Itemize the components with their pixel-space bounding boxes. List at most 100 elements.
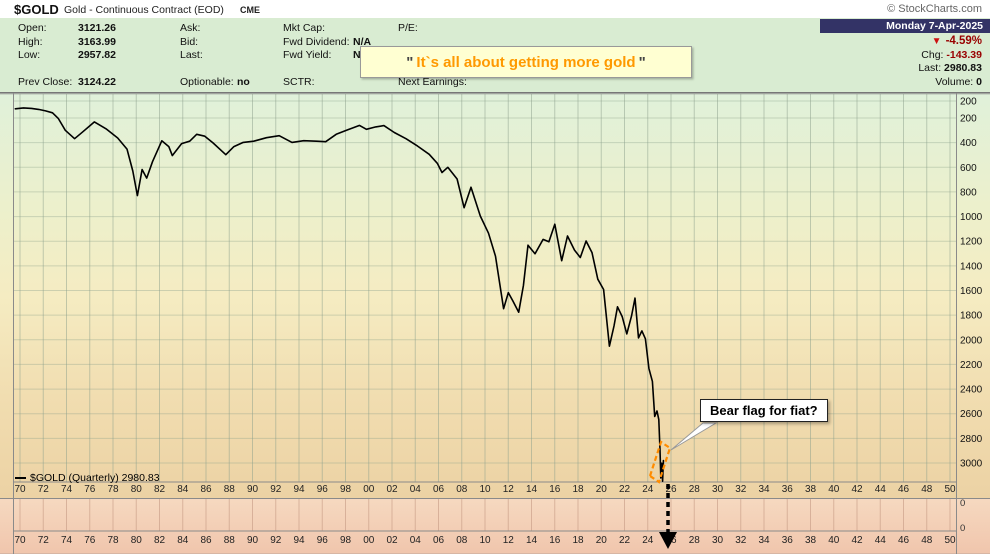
x-axis-tick-label-bottom: 50 [944,535,956,546]
x-axis-tick-label-bottom: 42 [851,535,863,546]
x-axis-tick-label: 04 [410,484,422,495]
x-axis-tick-label-bottom: 16 [549,535,561,546]
x-axis-tick-label-bottom: 98 [340,535,352,546]
y-axis-tick-label: 1600 [960,286,983,297]
lower-panel-bg [0,498,990,554]
change-percent-value: -4.59% [945,35,982,47]
last-field-label: Last: [180,49,203,61]
x-axis-tick-label-bottom: 08 [456,535,468,546]
x-axis-tick-label-bottom: 94 [293,535,305,546]
date-strip: Monday 7-Apr-2025 [820,19,990,33]
volume-value: 0 [976,76,982,88]
x-axis-tick-label-bottom: 90 [247,535,259,546]
x-axis-tick-label-bottom: 18 [572,535,584,546]
x-axis-tick-label: 80 [131,484,143,495]
change-row: Chg: -143.39 [921,49,982,61]
volume-row: Volume: 0 [935,76,982,88]
x-axis-tick-label-bottom: 88 [224,535,236,546]
y-axis-tick-label: 800 [960,187,977,198]
y-axis-tick-label: 2000 [960,335,983,346]
low-value: 2957.82 [78,49,116,61]
x-axis-tick-label-bottom: 96 [317,535,329,546]
x-axis-tick-label: 74 [61,484,73,495]
exchange-label: CME [240,5,260,15]
y-axis-tick-label: 1800 [960,311,983,322]
x-axis-tick-label-bottom: 22 [619,535,631,546]
x-axis-tick-label: 34 [758,484,770,495]
prev-close-value: 3124.22 [78,76,116,88]
x-axis-tick-label-bottom: 92 [270,535,282,546]
chg-value: -143.39 [946,49,982,61]
x-axis-tick-label-bottom: 72 [38,535,50,546]
ask-label: Ask: [180,22,201,34]
x-axis-tick-label: 88 [224,484,236,495]
x-axis-tick-label-bottom: 24 [642,535,654,546]
close-quote-mark: " [638,53,646,71]
chart-area: 200 200 400 600 800 1000 1200 1400 1600 1800 2000 2… [0,92,990,554]
x-axis-tick-label-bottom: 74 [61,535,73,546]
x-axis-tick-label: 92 [270,484,282,495]
optionable-value: no [237,76,250,88]
x-axis-tick-label: 30 [712,484,724,495]
y-axis-tick-label: 1400 [960,261,983,272]
down-arrow-head [659,532,677,549]
x-axis-tick-label-bottom: 00 [363,535,375,546]
price-chart: 2002004006008001000120014001600180020002… [0,93,990,554]
x-axis-tick-label: 84 [177,484,189,495]
chart-title: Gold - Continuous Contract (EOD) [64,4,224,16]
x-axis-tick-label-bottom: 76 [84,535,96,546]
y-axis-tick-label: 1000 [960,212,983,223]
optionable-label: Optionable: [180,76,234,88]
y-axis-tick-label: 1200 [960,237,983,248]
x-axis-tick-label-bottom: 12 [503,535,515,546]
y-axis-tick-label: 400 [960,138,977,149]
x-axis-tick-label-bottom: 38 [805,535,817,546]
high-value: 3163.99 [78,36,116,48]
x-axis-tick-label-bottom: 28 [689,535,701,546]
title-bar: $GOLD Gold - Continuous Contract (EOD) C… [0,0,990,18]
x-axis-tick-label: 40 [828,484,840,495]
x-axis-tick-label-bottom: 10 [479,535,491,546]
bid-label: Bid: [180,36,199,48]
down-triangle-icon: ▼ [931,36,942,47]
y-axis-tick-label: 3000 [960,458,983,469]
last-label: Last: [918,62,942,74]
x-axis-tick-label: 22 [619,484,631,495]
x-axis-tick-label: 72 [38,484,50,495]
x-axis-tick-label-bottom: 46 [898,535,910,546]
x-axis-tick-label: 20 [596,484,608,495]
x-axis-tick-label: 38 [805,484,817,495]
sctr-label: SCTR: [283,76,315,88]
x-axis-tick-label: 98 [340,484,352,495]
x-axis-tick-label: 70 [14,484,26,495]
x-axis-tick-label-bottom: 14 [526,535,538,546]
x-axis-tick-label: 90 [247,484,259,495]
x-axis-tick-label: 24 [642,484,654,495]
x-axis-tick-label-bottom: 32 [735,535,747,546]
high-label: High: [18,36,43,48]
last-row: Last: 2980.83 [918,62,982,74]
bear-flag-callout: Bear flag for fiat? [700,399,828,422]
next-earnings-label: Next Earnings: [398,76,467,88]
x-axis-tick-label: 78 [107,484,119,495]
lower-y-tick-label: 0 [960,498,965,509]
x-axis-tick-label-bottom: 78 [107,535,119,546]
prev-close-label: Prev Close: [18,76,73,88]
last-value: 2980.83 [944,62,982,74]
x-axis-tick-label: 08 [456,484,468,495]
quote-annotation-box: " It`s all about getting more gold " [360,46,692,78]
x-axis-tick-label: 82 [154,484,166,495]
open-quote-mark: " [406,53,414,71]
x-axis-tick-label-bottom: 06 [433,535,445,546]
x-axis-tick-label-bottom: 44 [875,535,887,546]
x-axis-tick-label: 32 [735,484,747,495]
x-axis-tick-label-bottom: 80 [131,535,143,546]
open-value: 3121.26 [78,22,116,34]
y-axis-tick-label: 200 [960,114,977,125]
change-percent: ▼ -4.59% [932,35,982,47]
x-axis-tick-label-bottom: 40 [828,535,840,546]
y-axis-tick-label: 2200 [960,360,983,371]
quote-panel: Open: 3121.26 Ask: Mkt Cap: P/E: High: 3… [0,18,990,92]
y-axis-tick-label: 600 [960,163,977,174]
